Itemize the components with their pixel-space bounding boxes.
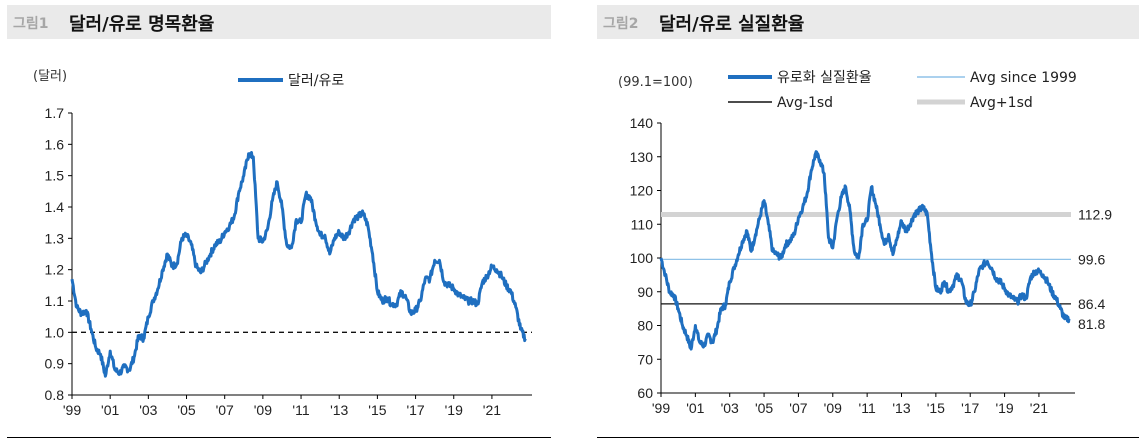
real-rate-chart: (99.1=100) 유로화 실질환율 Avg since 1999 Avg-1… [618,70,1112,416]
x-tick-label: '21 [1030,400,1048,416]
x-tick-label: '01 [686,400,704,416]
legend-label-usd-eur: 달러/유로 [288,73,344,89]
y-tick-label: 70 [637,351,653,367]
x-tick-label: '15 [368,402,386,418]
y-tick-label: 130 [630,149,654,165]
y-tick-label: 1.1 [45,293,65,309]
y-tick-label: 1.3 [45,230,65,246]
y-tick-label: 0.8 [45,387,65,403]
figure-1-number: 그림1 [13,16,49,32]
x-tick-label: '99 [652,400,670,416]
y-tick-label: 1.0 [45,324,65,340]
y-tick-label: 1.5 [45,168,65,184]
reference-value-label: 99.6 [1078,251,1105,267]
x-tick-label: '09 [254,402,272,418]
y-axis: 1.7 1.6 1.5 1.4 1.3 1.2 1.1 1.0 0.9 0.8 [45,105,73,403]
x-tick-label: '13 [892,400,910,416]
x-tick-label: '21 [483,402,501,418]
y-unit-label: (99.1=100) [618,75,693,90]
y-tick-label: 140 [630,115,654,131]
legend-label-avg: Avg since 1999 [970,70,1077,86]
legend-label-real-rate: 유로화 실질환율 [777,70,872,86]
y-tick-label: 1.2 [45,262,65,278]
reference-value-label: 86.4 [1078,296,1105,312]
legend: 유로화 실질환율 Avg since 1999 Avg-1sd Avg+1sd [728,70,1077,111]
x-tick-label: '11 [292,402,309,418]
figure-2-panel: 그림2 달러/유로 실질환율 (99.1=100) 유로화 실질환율 Avg s… [590,0,1139,440]
reference-lines [661,211,1071,305]
reference-value-label: 112.9 [1078,206,1112,222]
reference-value-labels: 99.6 86.4 112.9 81.8 [1078,206,1112,331]
y-tick-label: 60 [637,385,653,401]
y-tick-label: 110 [631,216,654,232]
y-tick-label: 1.7 [45,105,65,121]
figure-1-bottom-rule [7,437,551,438]
end-value-label: 81.8 [1078,316,1105,332]
x-tick-label: '09 [824,400,842,416]
x-tick-label: '13 [330,402,348,418]
y-tick-label: 0.9 [45,356,65,372]
x-tick-label: '99 [63,402,81,418]
figure-2-header: 그림2 달러/유로 실질환율 [597,5,1139,39]
x-tick-label: '11 [859,400,876,416]
y-tick-label: 1.4 [45,199,65,215]
figure-2-bottom-rule [597,437,1139,438]
y-axis: 140 130 120 110 100 90 80 70 60 [630,115,662,401]
x-tick-label: '03 [139,402,157,418]
legend-label-avg-minus-1sd: Avg-1sd [777,95,833,111]
figure-1-title: 달러/유로 명목환율 [69,14,215,35]
figure-1-header: 그림1 달러/유로 명목환율 [7,5,551,39]
y-tick-label: 100 [630,250,654,266]
y-tick-label: 1.6 [45,136,65,152]
series-line [70,151,527,378]
x-tick-label: '17 [961,400,979,416]
y-tick-label: 120 [630,183,654,199]
x-tick-label: '03 [721,400,739,416]
legend: 달러/유로 [238,73,344,89]
x-tick-label: '05 [755,400,773,416]
series [70,151,527,378]
x-axis: '99 '01 '03 '05 '07 '09 '11 '13 '15 '17 '19 '21 [652,392,1075,416]
y-unit-label: (달러) [33,69,67,84]
x-tick-label: '07 [789,400,807,416]
x-tick-label: '19 [445,402,463,418]
figure-2-title: 달러/유로 실질환율 [659,14,805,35]
legend-label-avg-plus-1sd: Avg+1sd [970,95,1033,111]
series [659,150,1071,351]
figure-1-panel: 그림1 달러/유로 명목환율 (달러) 달러/유로 1.7 1.6 1.5 1.4 1.… [0,0,551,440]
y-tick-label: 80 [637,318,653,334]
x-tick-label: '01 [101,402,119,418]
x-tick-label: '19 [995,400,1013,416]
nominal-rate-chart: (달러) 달러/유로 1.7 1.6 1.5 1.4 1.3 1.2 1.1 1.0 0.9 0.… [33,69,532,418]
y-tick-label: 90 [637,284,653,300]
series-line [659,150,1071,351]
x-tick-label: '17 [406,402,424,418]
x-tick-label: '05 [177,402,195,418]
x-tick-label: '15 [927,400,945,416]
figure-2-number: 그림2 [603,16,639,32]
x-tick-label: '07 [216,402,234,418]
x-axis: '99 '01 '03 '05 '07 '09 '11 '13 '15 '17 '19 '21 [63,394,532,418]
